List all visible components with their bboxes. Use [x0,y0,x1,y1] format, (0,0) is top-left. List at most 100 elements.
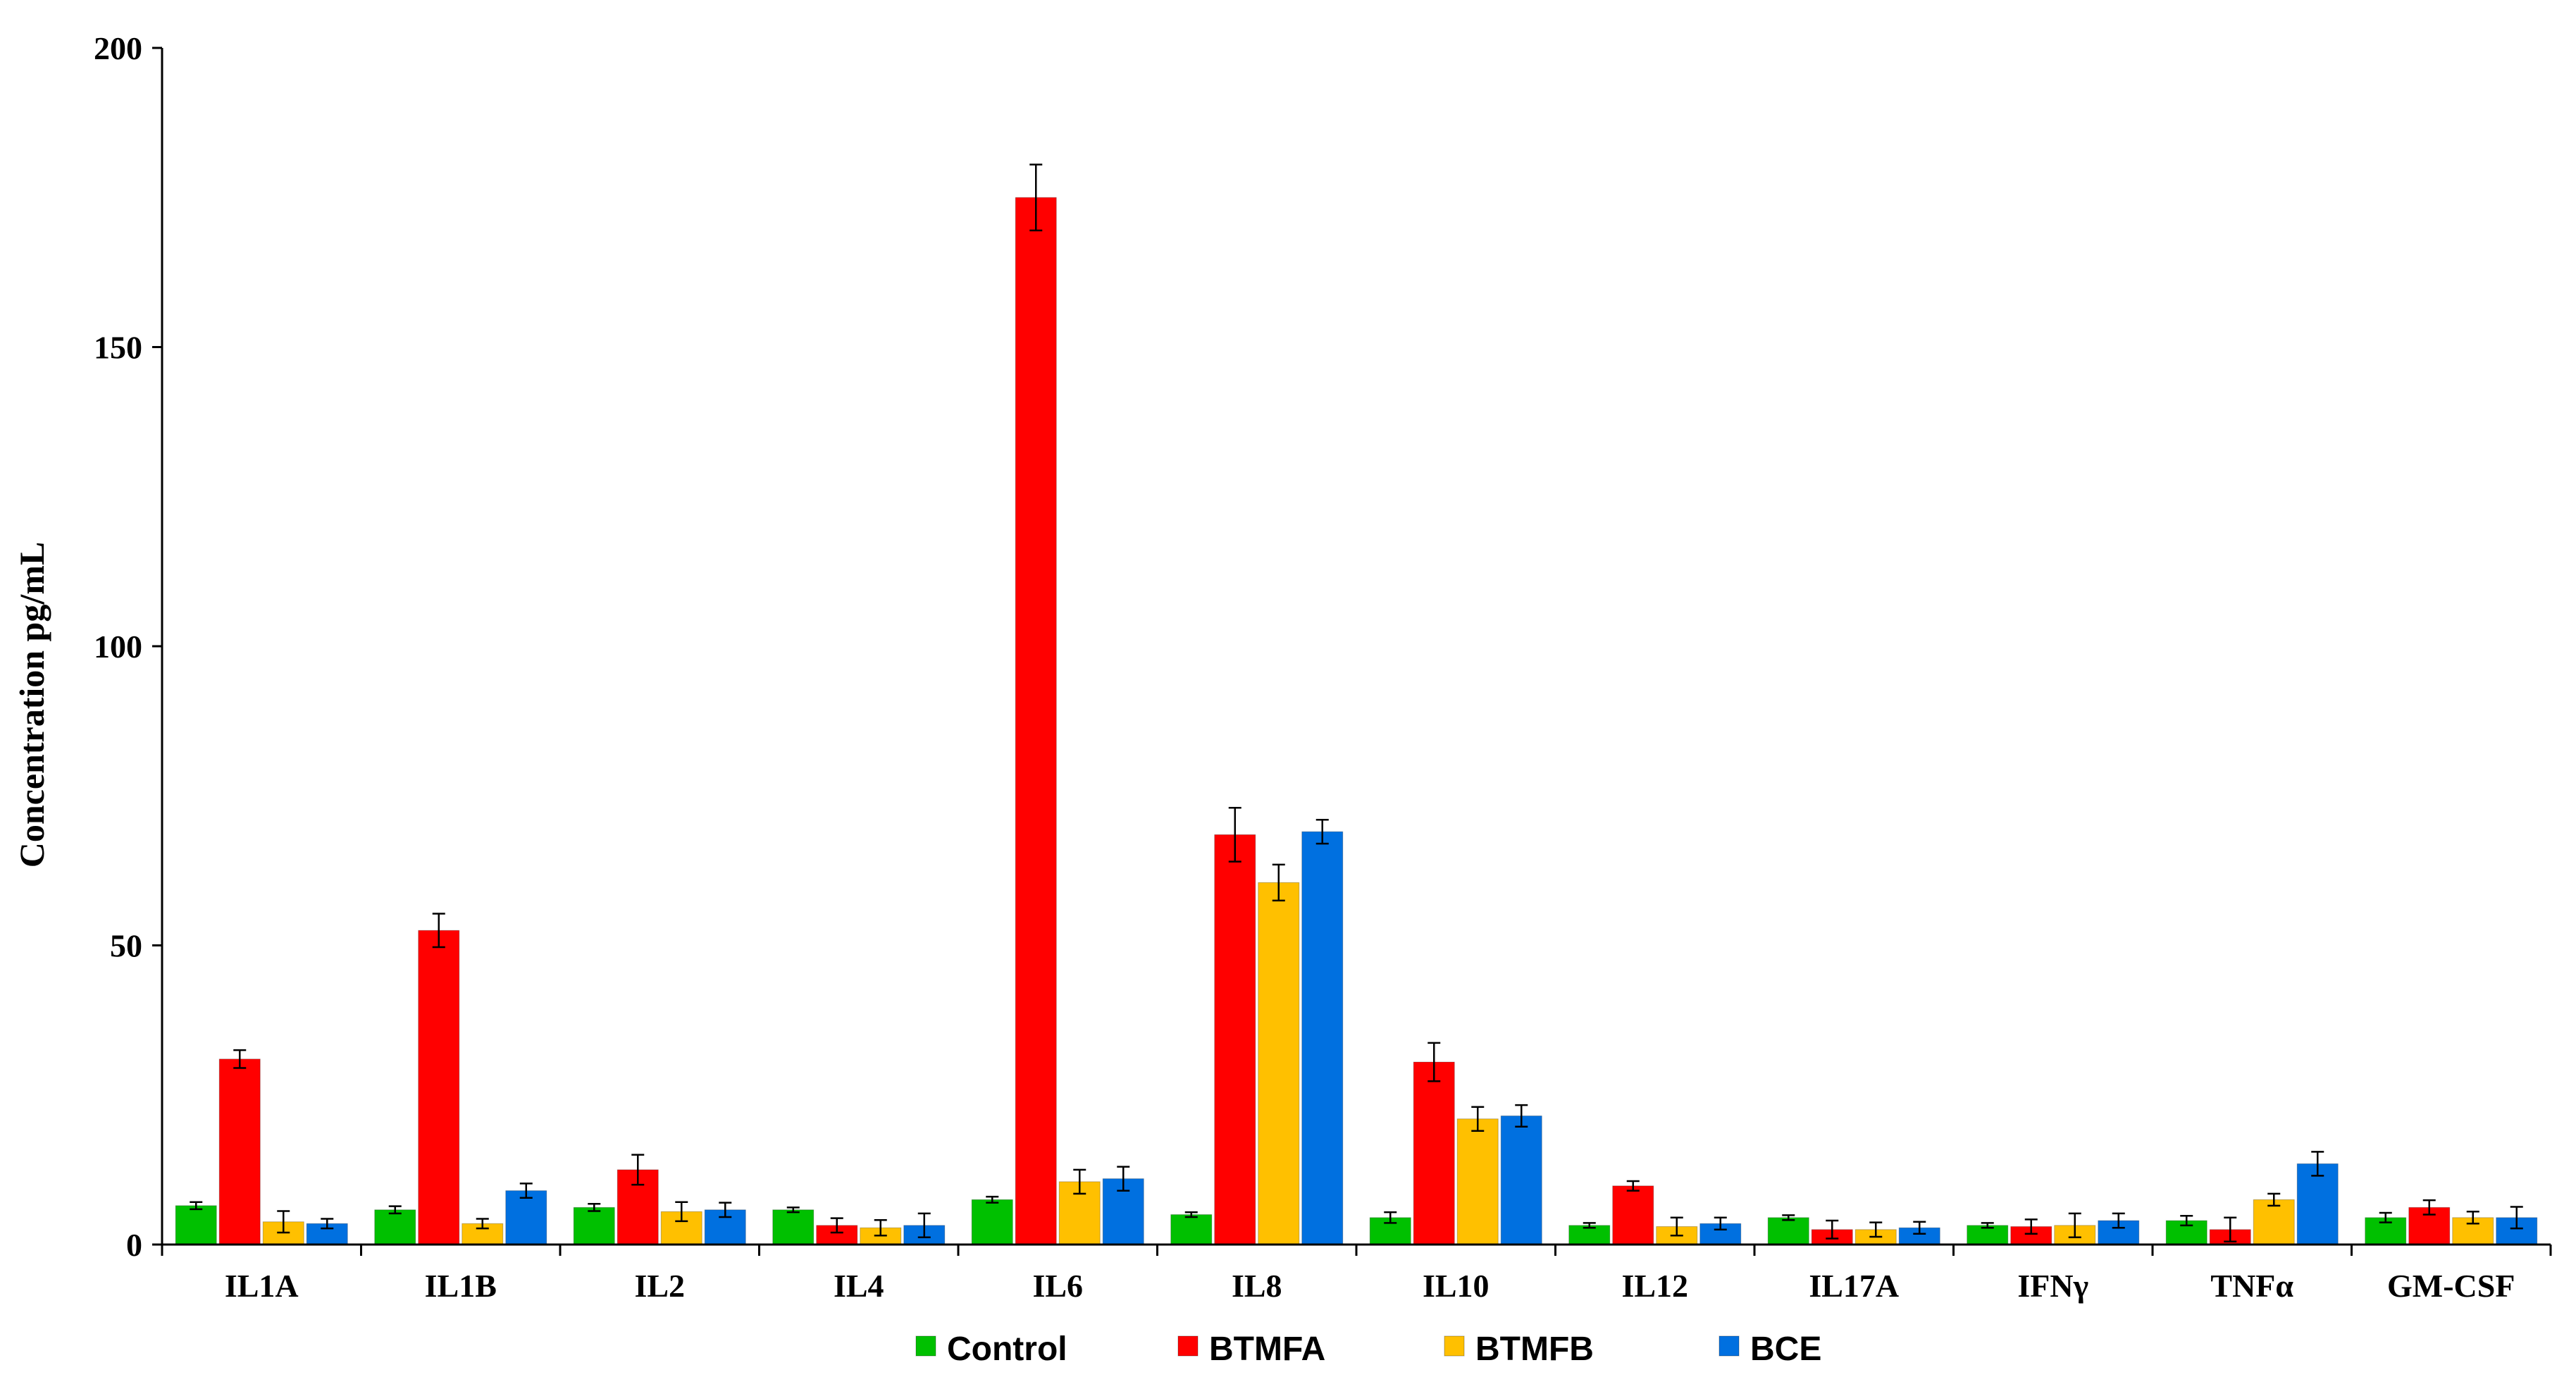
x-tick-label: IL12 [1621,1268,1688,1304]
error-bar [1272,863,1285,902]
legend-swatch [915,1335,936,1357]
bar-bce-il10 [1500,1115,1542,1245]
error-bar [1428,1042,1441,1082]
bar-btmfa-il12 [1612,1185,1654,1245]
bar-control-il8 [1170,1214,1213,1245]
x-tick-label: IL6 [1032,1268,1083,1304]
error-bar [1315,818,1329,845]
error-bar [388,1205,402,1215]
error-bar [1714,1216,1727,1231]
bar-group-il12 [1568,1180,1742,1245]
error-bar [476,1218,489,1230]
bar-group-il1b [374,913,547,1245]
bar-group-il17a [1767,1214,1940,1245]
error-bar [1626,1180,1640,1192]
legend-swatch [1719,1335,1740,1357]
bar-group-tnfα [2165,1151,2339,1245]
x-tick-label: TNFα [2210,1268,2293,1304]
error-bar [321,1218,334,1230]
bar-control-il6 [971,1199,1013,1245]
legend-swatch [1444,1335,1465,1357]
error-bar [2068,1212,2081,1239]
error-bar [1981,1222,1994,1229]
error-bar [1073,1168,1086,1195]
error-bar [1471,1106,1485,1132]
error-bar [986,1195,999,1204]
y-tick-label: 200 [94,30,142,66]
x-tick-label: IL1B [425,1268,497,1304]
legend-item-control: Control [915,1331,1067,1368]
bar-btmfa-il10 [1413,1061,1455,1245]
error-bar [1826,1219,1839,1240]
bar-control-il2 [573,1206,615,1245]
error-bar [2379,1211,2392,1223]
error-bar [1384,1211,1397,1224]
error-bar [874,1218,887,1237]
error-bar [2024,1218,2038,1235]
bar-bce-tnfα [2296,1163,2339,1245]
x-tick-label: IL4 [834,1268,884,1304]
x-tick-label: IL2 [634,1268,685,1304]
error-bar [917,1212,931,1239]
error-bar [2510,1206,2523,1230]
error-bar [190,1201,203,1211]
legend-item-bce: BCE [1719,1331,1821,1368]
bar-group-il4 [772,1206,946,1245]
x-tick-label: IFNγ [2017,1268,2088,1304]
bar-bce-il1b [505,1190,547,1245]
error-bar [1869,1221,1883,1238]
y-axis-ticks: 0 50 100 150 200 [94,30,162,1263]
x-tick-label: IL17A [1809,1268,1899,1304]
legend-label: Control [947,1331,1067,1368]
error-bar [1913,1221,1926,1235]
error-bar [1670,1216,1683,1237]
error-bar [588,1203,601,1212]
legend-label: BCE [1750,1331,1821,1368]
bar-group-il2 [573,1154,746,1245]
error-bar [1583,1222,1596,1229]
bar-groups [175,163,2538,1245]
legend-item-btmfb: BTMFB [1444,1331,1594,1368]
error-bar [2422,1199,2436,1216]
error-bar [2112,1212,2125,1229]
error-bar [1117,1166,1130,1192]
legend-swatch [1177,1335,1199,1357]
bar-group-gm-csf [2365,1199,2538,1245]
legend-label: BTMFB [1475,1331,1594,1368]
axes [161,48,2551,1246]
y-tick-label: 0 [126,1227,142,1263]
y-tick-label: 50 [110,928,142,964]
bar-btmfa-il6 [1015,197,1057,1245]
bar-control-il1b [374,1209,416,1245]
error-bar [1228,806,1241,863]
error-bar [1029,163,1043,232]
y-tick-label: 150 [94,330,142,366]
bar-bce-il8 [1301,831,1344,1245]
x-tick-label: IL1A [225,1268,299,1304]
bar-btmfa-il8 [1214,834,1256,1245]
error-bar [631,1154,645,1186]
bar-btmfa-il1a [218,1058,261,1245]
bar-group-il8 [1170,806,1344,1245]
legend: Control BTMFA BTMFB BCE [915,1331,1821,1368]
error-bar [2466,1211,2479,1225]
x-tick-label: IL10 [1423,1268,1490,1304]
y-axis-title: Concentration pg/mL [12,542,51,868]
bar-group-il10 [1369,1042,1542,1245]
bar-control-il17a [1767,1217,1809,1245]
error-bar [277,1210,290,1234]
legend-label: BTMFA [1209,1331,1325,1368]
x-axis-ticks: IL1A IL1B IL2 IL4 IL6 IL8 IL10 IL12 IL17A IFNγ TNF… [161,1245,2552,1304]
bar-control-il4 [772,1209,815,1245]
legend-item-btmfa: BTMFA [1177,1331,1325,1368]
bar-group-il6 [971,163,1144,1245]
bar-btmfb-il10 [1456,1118,1499,1245]
error-bar [719,1202,732,1218]
error-bar [1782,1214,1795,1221]
error-bar [1515,1104,1528,1128]
error-bar [675,1201,688,1223]
bar-control-il1a [175,1205,217,1245]
x-tick-label: GM-CSF [2387,1268,2515,1304]
bar-btmfb-il8 [1258,882,1300,1245]
